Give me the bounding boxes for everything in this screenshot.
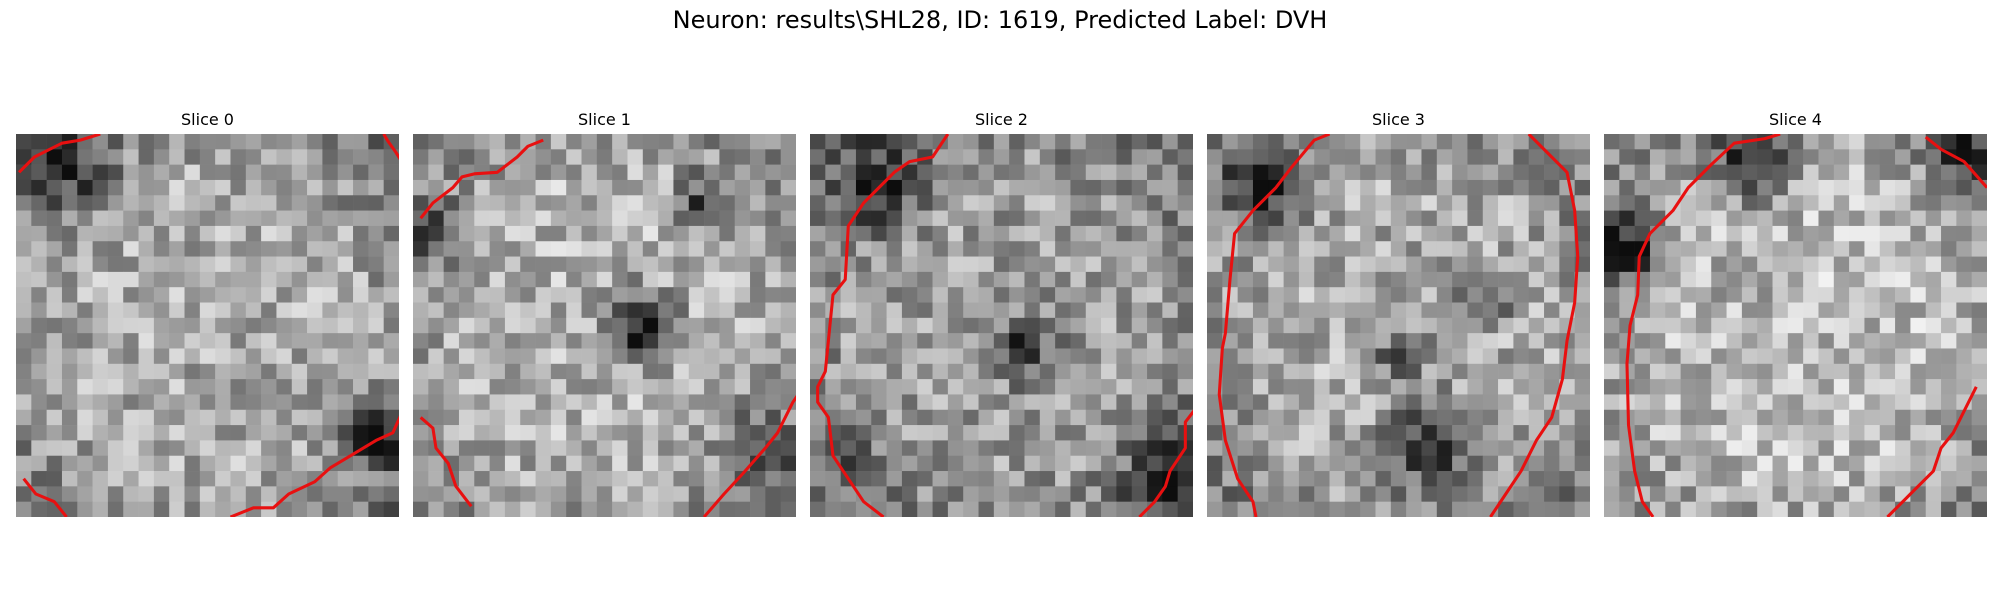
contour-line-0-3 [229,415,399,517]
contour-line-4-2 [1886,386,1978,517]
contour-line-3-1 [1489,134,1580,517]
slice-title-4: Slice 4 [1769,110,1822,129]
pixel-grid-0 [16,134,399,517]
slice-image-0 [16,134,399,517]
contour-line-4-0 [1625,134,1781,517]
contour-line-0-1 [382,134,399,161]
contour-line-1-1 [419,416,473,508]
contour-line-0-0 [17,134,101,174]
pixel-grid-3 [1207,134,1590,517]
slice-title-0: Slice 0 [181,110,234,129]
pixel-grid-2 [810,134,1193,517]
pixel-grid-4 [1604,134,1987,517]
contour-line-4-1 [1924,135,1987,189]
pixel-grid-1 [413,134,796,517]
slice-image-1 [413,134,796,517]
contour-line-3-0 [1217,134,1331,517]
figure-title: Neuron: results\SHL28, ID: 1619, Predict… [672,6,1328,34]
contour-line-1-0 [419,138,544,220]
slice-panel-1: Slice 1 [413,109,796,517]
slice-title-1: Slice 1 [578,110,631,129]
slice-panel-2: Slice 2 [810,109,1193,517]
slice-title-2: Slice 2 [975,110,1028,129]
slice-panel-4: Slice 4 [1604,109,1987,517]
contour-line-1-2 [702,395,796,517]
contour-line-0-2 [22,477,68,517]
slice-panel-3: Slice 3 [1207,109,1590,517]
contour-line-2-1 [1138,409,1193,517]
slice-image-4 [1604,134,1987,517]
slice-title-3: Slice 3 [1372,110,1425,129]
slice-panel-0: Slice 0 [16,109,399,517]
contour-line-2-0 [816,134,950,517]
slice-image-3 [1207,134,1590,517]
slice-image-2 [810,134,1193,517]
